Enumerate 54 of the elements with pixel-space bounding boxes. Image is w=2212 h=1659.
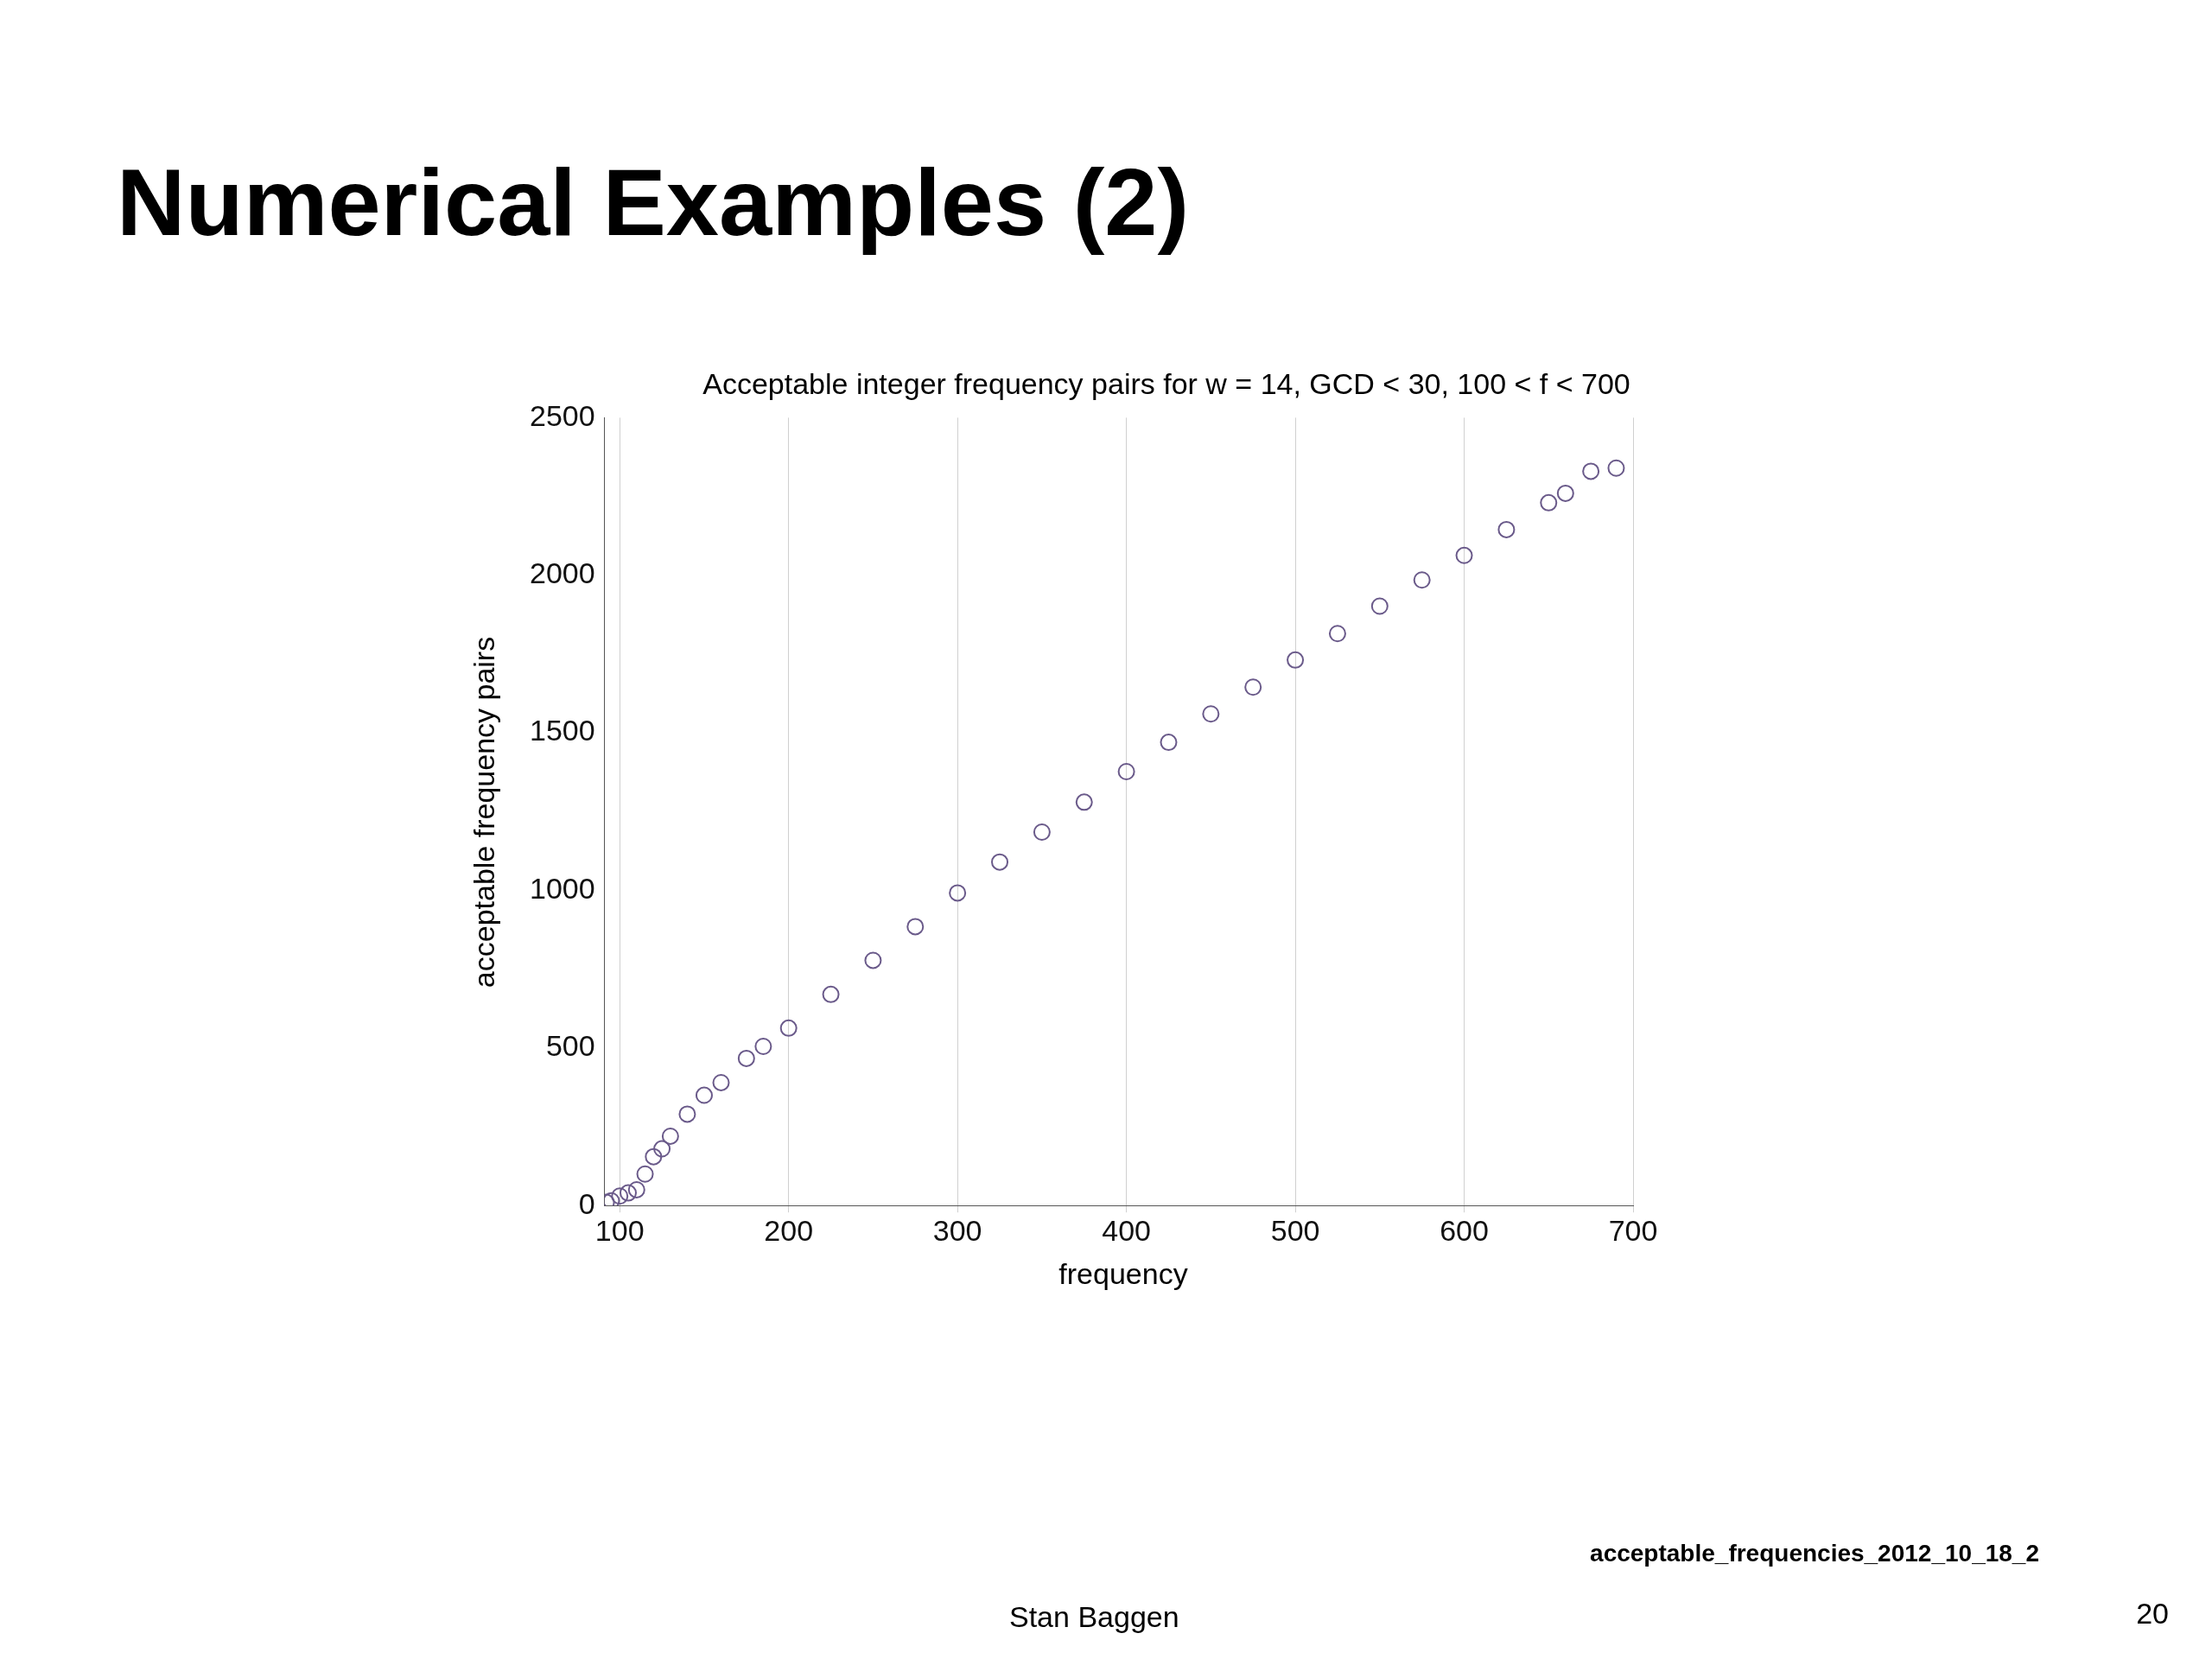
point [1202,705,1220,723]
x-axis-title: frequency [1058,1257,1189,1291]
point [822,985,840,1003]
x-tick-label: 300 [932,1213,982,1247]
point [906,918,925,936]
x-tick-label: 500 [1270,1213,1320,1247]
x-tick-label: 400 [1102,1213,1151,1247]
point [1160,734,1178,752]
point [1556,484,1574,502]
text: Stan Baggen [1009,1600,1179,1634]
point [678,1105,696,1123]
x-tick-label: 600 [1440,1213,1489,1247]
point [1075,793,1093,811]
point [1117,762,1135,780]
point [1540,493,1558,512]
point [1607,459,1625,477]
text: acceptable_frequencies_2012_10_18_2 [1590,1540,2039,1567]
point [1287,651,1305,669]
point [1033,823,1051,842]
point [611,1187,629,1205]
point [645,1147,663,1166]
point [695,1086,713,1104]
point [620,1184,637,1202]
point [991,853,1009,871]
x-tick-label: 200 [764,1213,814,1247]
point [864,951,882,969]
text: 20 [2136,1597,2169,1630]
point [627,1180,645,1198]
point [737,1049,755,1067]
point [1413,571,1431,589]
point [653,1140,671,1158]
x-tick-label: 100 [594,1213,645,1247]
point [1244,678,1262,696]
point [712,1073,730,1091]
point [661,1127,679,1145]
y-tick-label: 0 [578,1186,595,1220]
point [949,884,967,902]
y-tick-label: 500 [545,1029,595,1063]
y-tick-label: 2000 [530,556,595,590]
point [1582,462,1600,480]
x-tick-label: 700 [1608,1213,1658,1247]
chart-subtitle: Acceptable integer frequency pairs for w = 14, GCD < 30, 100 < f < 700 [702,367,1630,400]
point [1455,546,1473,564]
y-axis-title: acceptable frequency pairs [467,636,501,988]
point [779,1019,798,1037]
y-tick-label: 1000 [530,871,595,905]
point [754,1038,772,1056]
point [1370,597,1389,615]
point [1328,625,1346,643]
point [1497,520,1516,538]
y-tick-label: 1500 [530,714,595,747]
chart-title: Numerical Examples (2) [117,148,1190,257]
y-tick-label: 2500 [530,398,595,432]
point [636,1165,654,1183]
